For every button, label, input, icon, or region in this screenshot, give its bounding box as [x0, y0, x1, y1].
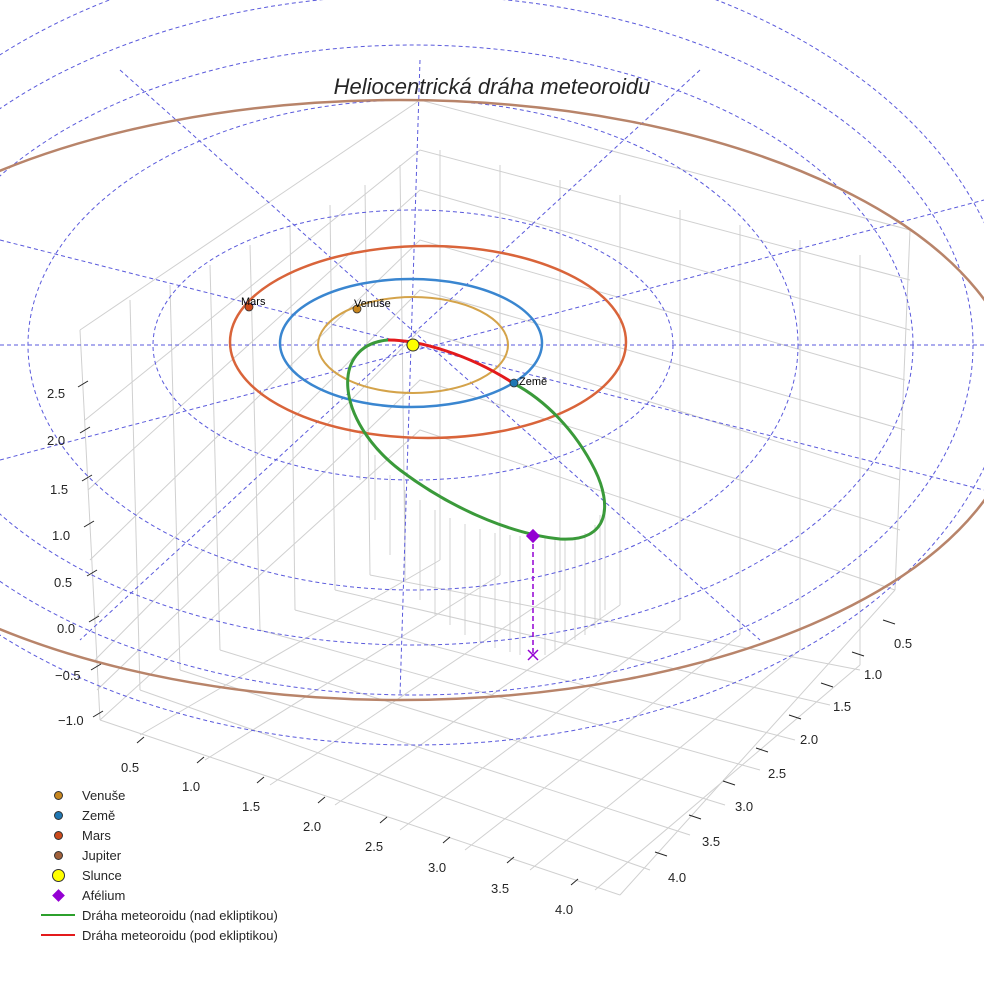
earth-label: Země	[519, 376, 547, 388]
svg-text:1.5: 1.5	[833, 699, 851, 714]
svg-text:−0.5: −0.5	[55, 668, 81, 683]
aphelion-projection-marker	[527, 649, 539, 661]
mars-marker	[244, 302, 254, 312]
svg-text:1.5: 1.5	[50, 482, 68, 497]
meteoroid-orbit-below	[387, 338, 514, 385]
axes-grid	[79, 99, 911, 896]
legend-item-venus: Venuše	[38, 785, 278, 805]
svg-text:2.5: 2.5	[47, 386, 65, 401]
svg-text:1.0: 1.0	[182, 779, 200, 794]
venus-label: Venuše	[354, 298, 391, 310]
jupiter-circle-icon	[53, 850, 63, 860]
mars-label: Mars	[241, 296, 266, 308]
chart-title: Heliocentrická dráha meteoroidu	[333, 74, 651, 99]
svg-text:3.5: 3.5	[702, 834, 720, 849]
sun-marker	[406, 338, 420, 352]
venus-circle-icon	[53, 790, 63, 800]
earth-orbit	[278, 277, 544, 409]
venus-marker	[352, 304, 362, 314]
z-axis: 2.5 2.0 1.5 1.0 0.5 0.0 −0.5 −1.0	[47, 380, 104, 728]
legend-item-earth: Země	[38, 805, 278, 825]
svg-text:−1.0: −1.0	[58, 713, 84, 728]
svg-text:1.0: 1.0	[864, 667, 882, 682]
svg-text:1.5: 1.5	[242, 799, 260, 814]
x-axis: 0.5 1.0 1.5 2.0 2.5 3.0 3.5 4.0	[121, 736, 579, 917]
aphelion-marker	[525, 528, 541, 544]
legend-item-aphelion: Afélium	[38, 885, 278, 905]
svg-text:2.0: 2.0	[303, 819, 321, 834]
svg-text:4.0: 4.0	[555, 902, 573, 917]
earth-circle-icon	[53, 810, 63, 820]
legend-item-orbit-below: Dráha meteoroidu (pod ekliptikou)	[38, 925, 278, 945]
legend: Venuše Země Mars Jupiter Slunce Afélium …	[38, 785, 278, 945]
legend-item-sun: Slunce	[38, 865, 278, 885]
svg-text:4.0: 4.0	[668, 870, 686, 885]
jupiter-orbit	[0, 98, 984, 702]
svg-text:2.0: 2.0	[800, 732, 818, 747]
mars-orbit	[228, 244, 628, 440]
y-axis: 0.5 1.0 1.5 2.0 2.5 3.0 3.5 4.0	[654, 619, 912, 885]
svg-text:2.5: 2.5	[768, 766, 786, 781]
legend-item-orbit-above: Dráha meteoroidu (nad ekliptikou)	[38, 905, 278, 925]
red-line-icon	[41, 934, 75, 936]
drop-lines	[349, 400, 606, 655]
svg-text:3.0: 3.0	[428, 860, 446, 875]
svg-text:0.5: 0.5	[121, 760, 139, 775]
svg-text:0.5: 0.5	[894, 636, 912, 651]
earth-marker	[509, 378, 519, 388]
ecliptic-polar-grid	[0, 0, 984, 746]
svg-text:3.0: 3.0	[735, 799, 753, 814]
meteoroid-orbit-above	[346, 338, 607, 541]
legend-item-jupiter: Jupiter	[38, 845, 278, 865]
mars-circle-icon	[53, 830, 63, 840]
svg-text:0.0: 0.0	[57, 621, 75, 636]
svg-text:2.0: 2.0	[47, 433, 65, 448]
svg-text:1.0: 1.0	[52, 528, 70, 543]
svg-text:3.5: 3.5	[491, 881, 509, 896]
venus-orbit	[317, 296, 509, 394]
green-line-icon	[41, 914, 75, 916]
sun-circle-icon	[51, 868, 65, 882]
legend-item-mars: Mars	[38, 825, 278, 845]
diamond-icon	[51, 888, 65, 902]
svg-text:0.5: 0.5	[54, 575, 72, 590]
svg-text:2.5: 2.5	[365, 839, 383, 854]
